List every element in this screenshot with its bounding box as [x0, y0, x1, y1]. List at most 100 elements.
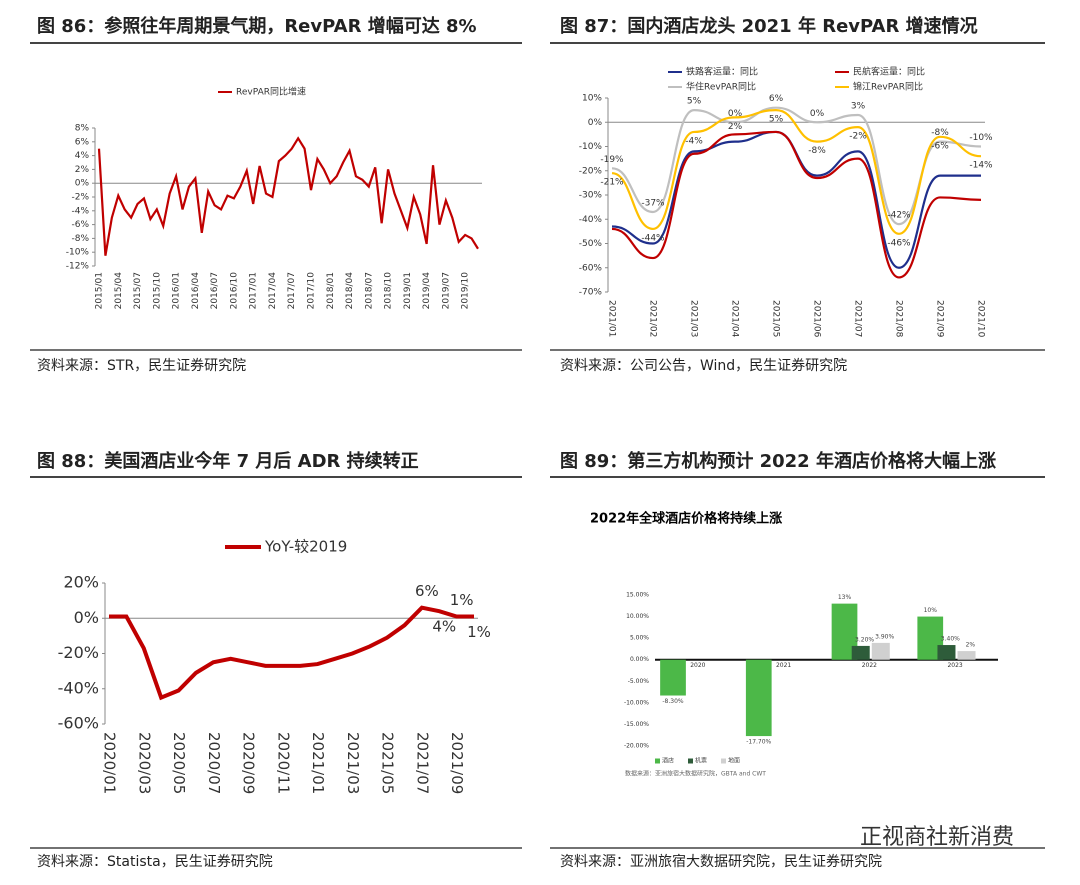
y-tick-label: -50%	[579, 239, 603, 249]
y-tick-label: -20%	[579, 166, 603, 176]
x-tick-label: 2021	[776, 662, 791, 669]
bar	[851, 645, 870, 660]
legend-label: 华住RevPAR同比	[686, 81, 756, 93]
source: 资料来源：亚洲旅宿大数据研究院，民生证券研究院	[560, 853, 882, 870]
data-label: -44%	[641, 233, 665, 243]
legend-label: 机票	[695, 757, 707, 765]
y-tick-label: -2%	[71, 193, 89, 203]
x-tick-label: 2021/08	[894, 300, 904, 338]
y-tick-label: 4%	[75, 151, 90, 161]
x-tick-label: 2021/05	[379, 732, 397, 794]
watermark: 正视商社新消费	[860, 825, 1014, 850]
x-tick-label: 2018/01	[326, 272, 336, 309]
data-label: 4%	[432, 618, 456, 636]
data-label: 1%	[450, 591, 474, 609]
legend-label: 民航客运量：同比	[853, 66, 925, 78]
y-tick-label: 5.00%	[630, 635, 649, 642]
x-tick-label: 2020/03	[135, 732, 153, 794]
x-tick-label: 2017/07	[287, 272, 297, 309]
data-label: 2%	[728, 122, 743, 132]
legend-label: 地面	[728, 757, 740, 765]
x-tick-label: 2021/01	[309, 732, 327, 794]
y-tick-label: -60%	[58, 714, 99, 733]
x-tick-label: 2020/07	[205, 732, 223, 794]
x-tick-label: 2019/01	[403, 272, 413, 309]
data-label: 2%	[966, 642, 976, 649]
y-tick-label: -70%	[579, 288, 603, 298]
data-label: -4%	[685, 136, 703, 146]
data-label: -37%	[641, 198, 665, 208]
x-tick-label: 2016/01	[172, 272, 182, 309]
y-tick-label: -20.00%	[624, 743, 649, 750]
legend-swatch	[721, 758, 726, 764]
data-label: 6%	[415, 582, 439, 600]
series-line	[611, 130, 981, 269]
source: 资料来源：STR，民生证券研究院	[37, 358, 246, 374]
data-label: -14%	[969, 161, 993, 171]
y-tick-label: 15.00%	[626, 592, 649, 599]
y-tick-label: -30%	[579, 191, 603, 201]
data-label: 6%	[769, 94, 784, 104]
x-tick-label: 2017/04	[268, 272, 278, 310]
y-tick-label: -20%	[58, 643, 99, 662]
x-tick-label: 2019/10	[461, 272, 471, 310]
figure-title: 图 89：第三方机构预计 2022 年酒店价格将大幅上涨	[560, 450, 996, 472]
data-label: -6%	[931, 141, 949, 151]
x-tick-label: 2018/04	[345, 272, 355, 310]
x-tick-label: 2020/01	[101, 732, 119, 794]
x-tick-label: 2020	[690, 662, 705, 669]
data-label: -17.70%	[746, 739, 771, 746]
y-tick-label: -12%	[66, 262, 90, 272]
y-tick-label: 10.00%	[626, 613, 649, 620]
x-tick-label: 2021/09	[935, 300, 945, 338]
source: 资料来源：Statista，民生证券研究院	[37, 854, 273, 870]
bar	[660, 659, 686, 696]
x-tick-label: 2021/04	[730, 300, 740, 338]
legend-label: 铁路客运量：同比	[686, 66, 758, 78]
x-tick-label: 2021/01	[607, 300, 617, 337]
bar	[957, 651, 976, 660]
y-tick-label: 20%	[63, 573, 99, 592]
series-line	[97, 136, 479, 256]
bar	[871, 642, 890, 660]
data-label: 1%	[467, 623, 491, 641]
x-tick-label: 2015/01	[95, 272, 105, 309]
x-tick-label: 2021/07	[413, 732, 431, 794]
x-tick-label: 2021/03	[689, 300, 699, 337]
series-line	[109, 605, 474, 701]
figure-title: 图 88：美国酒店业今年 7 月后 ADR 持续转正	[37, 450, 419, 472]
data-label: -46%	[887, 238, 911, 248]
y-tick-label: 2%	[75, 165, 90, 175]
y-tick-label: 0%	[588, 118, 603, 128]
y-tick-label: -15.00%	[624, 721, 649, 728]
legend-swatch	[655, 758, 660, 764]
data-label: -8%	[808, 146, 826, 156]
y-tick-label: -60%	[579, 263, 603, 273]
data-label: 0%	[810, 109, 825, 119]
data-label: 10%	[924, 607, 938, 614]
chart-note: 数据来源：亚洲旅宿大数据研究院，GBTA and CWT	[625, 770, 766, 778]
x-tick-label: 2021/10	[976, 300, 986, 338]
y-tick-label: -4%	[71, 206, 89, 216]
y-tick-label: 0%	[75, 179, 90, 189]
data-label: -8%	[931, 128, 949, 138]
y-tick-label: -10.00%	[624, 699, 649, 706]
x-tick-label: 2021/07	[853, 300, 863, 337]
y-tick-label: -6%	[71, 220, 89, 230]
legend-label: YoY-较2019	[264, 538, 347, 556]
data-label: 5%	[687, 97, 702, 107]
x-tick-label: 2020/11	[274, 732, 292, 794]
x-tick-label: 2019/04	[422, 272, 432, 310]
x-tick-label: 2016/04	[191, 272, 201, 310]
data-label: -8.30%	[662, 698, 684, 705]
x-tick-label: 2019/07	[441, 272, 451, 309]
data-label: -21%	[600, 178, 624, 188]
x-tick-label: 2021/05	[771, 300, 781, 337]
x-tick-label: 2016/07	[210, 272, 220, 309]
x-tick-label: 2018/07	[364, 272, 374, 309]
y-tick-label: 0%	[74, 608, 99, 627]
y-tick-label: -40%	[579, 215, 603, 225]
y-tick-label: -8%	[71, 234, 89, 244]
figure-title: 图 87：国内酒店龙头 2021 年 RevPAR 增速情况	[560, 15, 978, 37]
